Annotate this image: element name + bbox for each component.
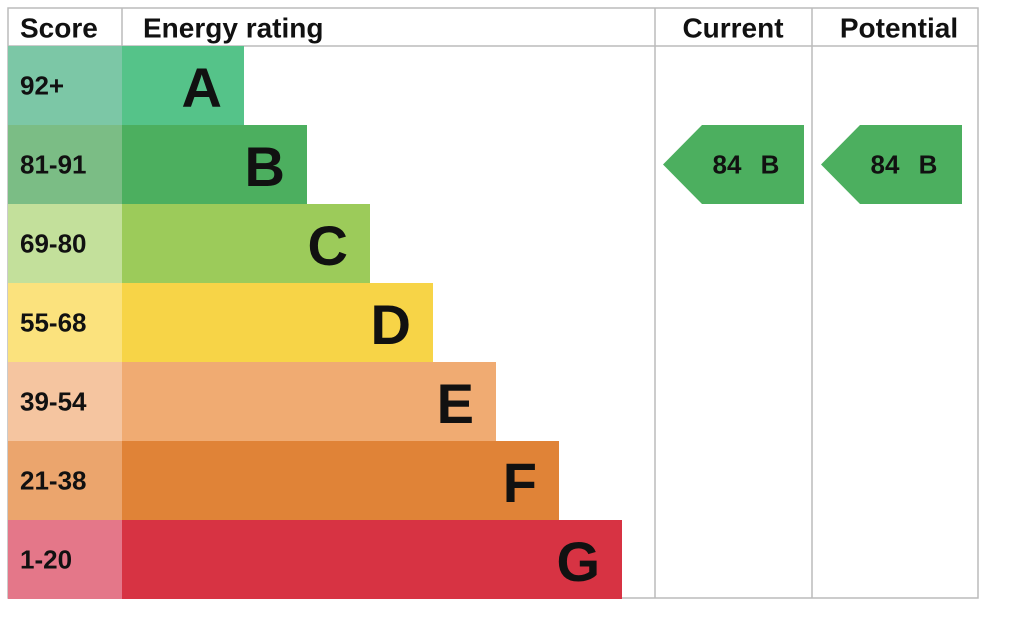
score-range: 55-68 <box>20 308 87 338</box>
rating-bar <box>122 362 496 441</box>
potential-letter: B <box>919 150 938 180</box>
rating-bar <box>122 204 370 283</box>
score-range: 1-20 <box>20 545 72 575</box>
score-cell <box>8 125 122 204</box>
potential-value: 84 <box>871 150 900 180</box>
score-cell <box>8 520 122 599</box>
rating-bar <box>122 441 559 520</box>
header-current: Current <box>682 13 783 44</box>
rating-letter: B <box>245 135 285 198</box>
potential-arrow <box>821 125 962 204</box>
rating-letter: F <box>503 451 537 514</box>
score-range: 21-38 <box>20 466 87 496</box>
score-cell <box>8 441 122 520</box>
header-energy-rating: Energy rating <box>143 13 323 44</box>
rating-letter: D <box>371 293 411 356</box>
rating-bar <box>122 46 244 125</box>
rating-letter: E <box>437 372 474 435</box>
score-cell <box>8 204 122 283</box>
score-cell <box>8 46 122 125</box>
score-range: 39-54 <box>20 387 87 417</box>
current-arrow <box>663 125 804 204</box>
score-range: 69-80 <box>20 229 87 259</box>
rating-letter: G <box>556 530 600 593</box>
score-range: 81-91 <box>20 150 87 180</box>
score-cell <box>8 283 122 362</box>
current-letter: B <box>761 150 780 180</box>
header-potential: Potential <box>840 13 958 44</box>
rating-letter: C <box>308 214 348 277</box>
rating-bar <box>122 520 622 599</box>
score-range: 92+ <box>20 71 64 101</box>
rating-bar <box>122 283 433 362</box>
header-score: Score <box>20 13 98 44</box>
rating-bar <box>122 125 307 204</box>
current-value: 84 <box>713 150 742 180</box>
score-cell <box>8 362 122 441</box>
rating-letter: A <box>182 56 222 119</box>
